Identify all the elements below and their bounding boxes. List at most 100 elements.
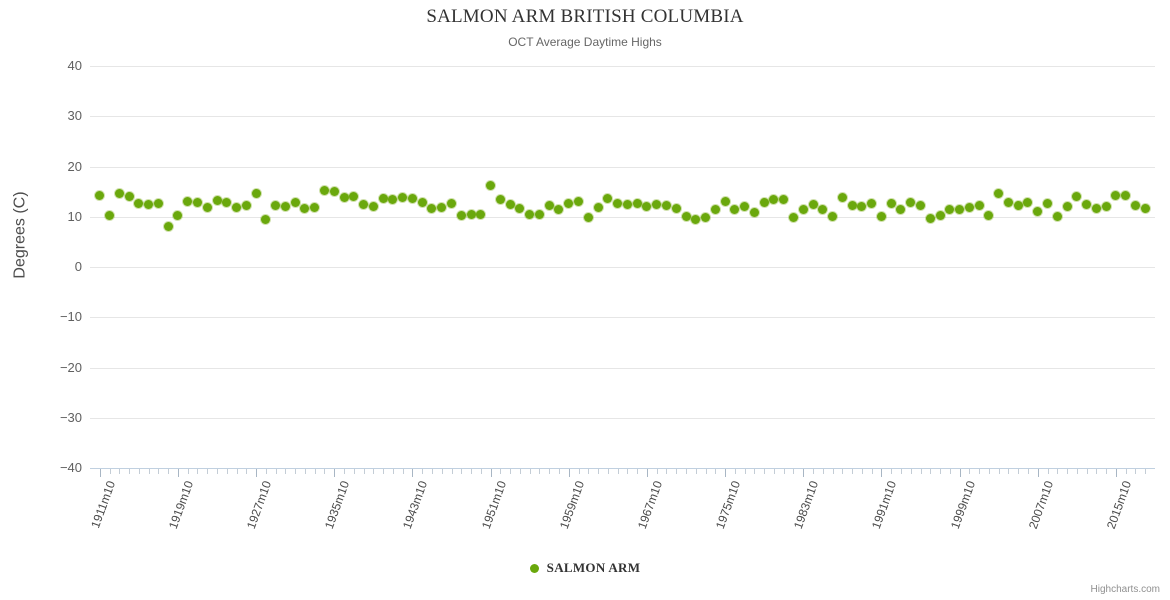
data-point[interactable] (808, 200, 818, 210)
data-point[interactable] (574, 196, 584, 206)
data-point[interactable] (534, 210, 544, 220)
data-point[interactable] (144, 200, 154, 210)
data-point[interactable] (173, 210, 183, 220)
data-point[interactable] (652, 200, 662, 210)
data-point[interactable] (388, 194, 398, 204)
data-point[interactable] (1091, 203, 1101, 213)
data-point[interactable] (319, 185, 329, 195)
data-point[interactable] (1033, 207, 1043, 217)
data-point[interactable] (593, 203, 603, 213)
data-point[interactable] (300, 203, 310, 213)
data-point[interactable] (847, 200, 857, 210)
data-point[interactable] (622, 199, 632, 209)
data-point[interactable] (740, 202, 750, 212)
data-point[interactable] (632, 199, 642, 209)
data-point[interactable] (710, 205, 720, 215)
data-point[interactable] (241, 200, 251, 210)
data-point[interactable] (749, 208, 759, 218)
data-point[interactable] (1003, 197, 1013, 207)
data-point[interactable] (505, 200, 515, 210)
data-point[interactable] (867, 199, 877, 209)
data-point[interactable] (515, 204, 525, 214)
data-point[interactable] (583, 212, 593, 222)
data-point[interactable] (603, 194, 613, 204)
data-point[interactable] (1052, 212, 1062, 222)
data-point[interactable] (661, 201, 671, 211)
data-point[interactable] (1072, 192, 1082, 202)
data-point[interactable] (124, 192, 134, 202)
data-point[interactable] (212, 196, 222, 206)
data-point[interactable] (192, 197, 202, 207)
data-point[interactable] (290, 198, 300, 208)
data-point[interactable] (798, 205, 808, 215)
data-point[interactable] (974, 201, 984, 211)
data-point[interactable] (1062, 202, 1072, 212)
data-point[interactable] (407, 194, 417, 204)
data-point[interactable] (642, 201, 652, 211)
data-point[interactable] (339, 192, 349, 202)
data-point[interactable] (759, 198, 769, 208)
data-point[interactable] (251, 188, 261, 198)
data-point[interactable] (95, 191, 105, 201)
data-point[interactable] (359, 199, 369, 209)
data-point[interactable] (837, 192, 847, 202)
data-point[interactable] (544, 200, 554, 210)
legend-item-salmon-arm[interactable]: SALMON ARM (529, 560, 641, 576)
data-point[interactable] (994, 189, 1004, 199)
data-point[interactable] (857, 202, 867, 212)
data-point[interactable] (1023, 198, 1033, 208)
data-point[interactable] (368, 201, 378, 211)
data-point[interactable] (447, 198, 456, 208)
data-point[interactable] (671, 203, 681, 213)
data-point[interactable] (1082, 200, 1092, 210)
data-point[interactable] (886, 199, 896, 209)
data-point[interactable] (896, 204, 906, 214)
data-point[interactable] (818, 204, 828, 214)
data-point[interactable] (945, 204, 955, 214)
data-point[interactable] (271, 200, 281, 210)
data-point[interactable] (1111, 190, 1121, 200)
data-point[interactable] (1121, 191, 1131, 201)
data-point[interactable] (261, 215, 271, 225)
data-point[interactable] (134, 199, 144, 209)
data-point[interactable] (456, 211, 466, 221)
data-point[interactable] (554, 205, 564, 215)
data-point[interactable] (769, 195, 779, 205)
data-point[interactable] (779, 194, 789, 204)
data-point[interactable] (378, 194, 388, 204)
data-point[interactable] (280, 201, 290, 211)
data-point[interactable] (202, 203, 212, 213)
data-point[interactable] (114, 189, 124, 199)
data-point[interactable] (476, 210, 486, 220)
data-point[interactable] (222, 198, 232, 208)
data-point[interactable] (955, 204, 965, 214)
data-point[interactable] (310, 202, 320, 212)
data-point[interactable] (788, 212, 798, 222)
data-point[interactable] (437, 203, 447, 213)
data-point[interactable] (466, 209, 476, 219)
data-point[interactable] (1013, 200, 1023, 210)
data-point[interactable] (701, 213, 711, 223)
data-point[interactable] (828, 212, 838, 222)
data-point[interactable] (349, 191, 359, 201)
data-point[interactable] (427, 204, 437, 214)
data-point[interactable] (681, 211, 691, 221)
data-point[interactable] (153, 199, 163, 209)
data-point[interactable] (1130, 201, 1140, 211)
data-point[interactable] (916, 200, 925, 210)
data-point[interactable] (876, 212, 886, 222)
data-point[interactable] (398, 193, 408, 203)
data-point[interactable] (495, 194, 505, 204)
data-point[interactable] (1101, 201, 1111, 211)
data-point[interactable] (1140, 204, 1150, 214)
data-point[interactable] (925, 214, 935, 224)
data-point[interactable] (691, 215, 701, 225)
data-point[interactable] (105, 211, 115, 221)
data-point[interactable] (1043, 198, 1053, 208)
data-point[interactable] (984, 211, 994, 221)
data-point[interactable] (720, 197, 730, 207)
data-point[interactable] (525, 210, 535, 220)
data-point[interactable] (935, 211, 945, 221)
data-point[interactable] (906, 197, 916, 207)
data-point[interactable] (163, 222, 173, 232)
